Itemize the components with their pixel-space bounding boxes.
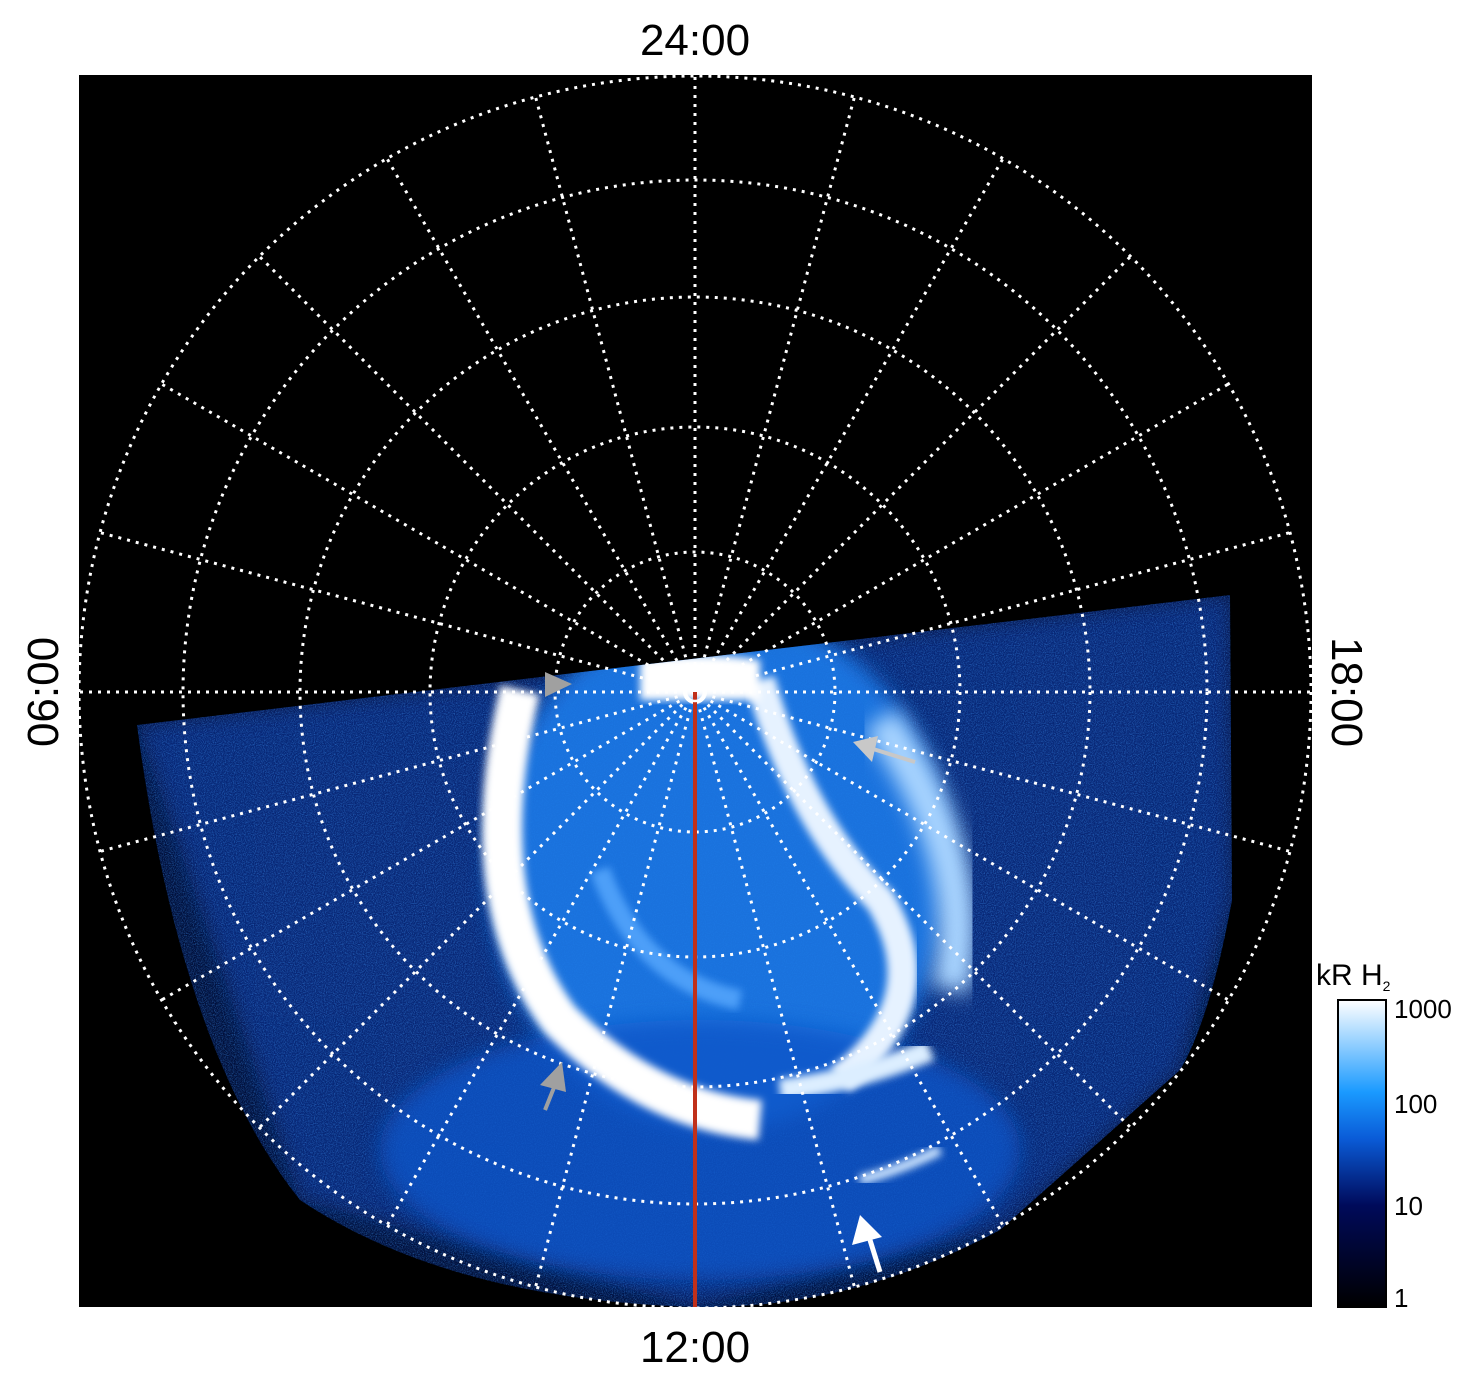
meridian-line	[694, 531, 1291, 694]
arrow-icon	[545, 672, 572, 697]
meridian-line	[258, 690, 697, 1129]
arrow-icon	[852, 1215, 883, 1273]
colorbar-tick-1000: 1000	[1394, 994, 1452, 1024]
meridian-line	[693, 255, 1132, 694]
meridian-line	[534, 96, 697, 693]
meridian-line	[694, 690, 1291, 853]
meridian-line	[693, 691, 856, 1288]
meridian-line	[693, 96, 856, 693]
annotation-arrows	[540, 672, 916, 1273]
label-06h: 06:00	[19, 637, 68, 747]
colorbar-tick-1: 1	[1394, 1283, 1408, 1313]
meridian-line	[385, 691, 697, 1227]
colorbar-tick-10: 10	[1394, 1191, 1423, 1221]
meridian-line	[693, 691, 1005, 1227]
meridian-line	[99, 531, 696, 694]
meridian-line	[694, 382, 1230, 694]
meridian-line	[693, 690, 1132, 1129]
arrow-icon	[540, 1062, 566, 1111]
label-12h: 12:00	[640, 1323, 750, 1372]
meridian-line	[99, 690, 696, 853]
label-24h: 24:00	[640, 16, 750, 65]
latitude-circle	[553, 550, 837, 834]
meridian-line	[694, 690, 1230, 1002]
latitude-circle	[79, 75, 1312, 1307]
colorbar-gradient	[1337, 999, 1387, 1308]
meridian-line	[258, 255, 697, 694]
meridian-line	[160, 382, 696, 694]
meridian-line	[385, 157, 697, 693]
label-18h: 18:00	[1322, 637, 1371, 747]
meridian-line	[160, 690, 696, 1002]
arrow-icon	[853, 736, 916, 764]
pole-marker	[684, 681, 706, 703]
colorbar-tick-100: 100	[1394, 1089, 1437, 1119]
latitude-circle	[298, 295, 1092, 1089]
latitude-circle	[181, 178, 1209, 1206]
colorbar-label: kR H2	[1316, 959, 1391, 994]
meridian-line	[693, 157, 1005, 693]
colorbar: kR H2 1000 100 10 1	[1316, 959, 1452, 1313]
meridian-line	[534, 691, 697, 1288]
